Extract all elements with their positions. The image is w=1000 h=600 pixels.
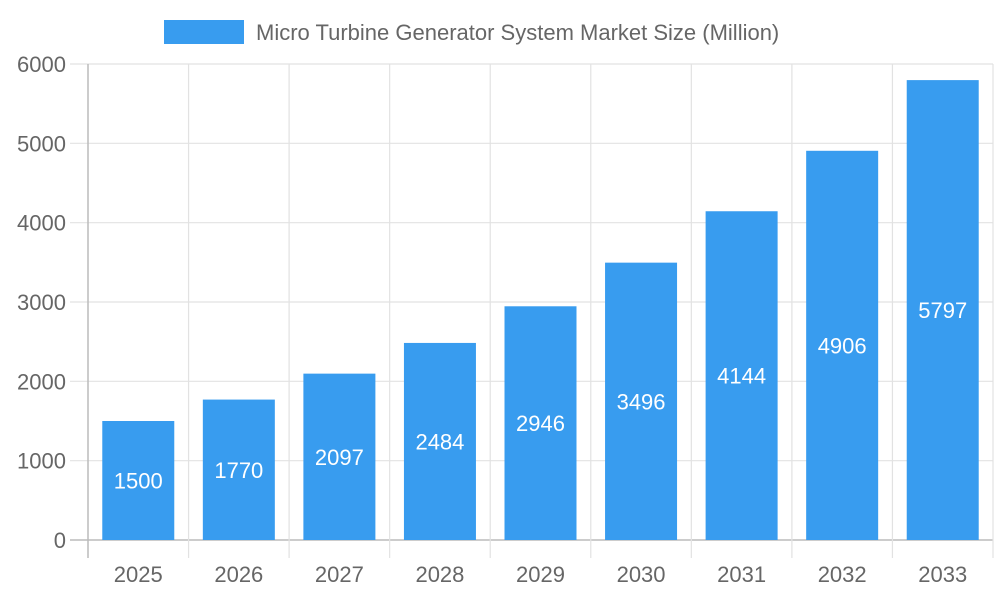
- bars: [102, 80, 979, 541]
- bar-2025: [102, 421, 175, 540]
- x-tick-label: 2025: [114, 562, 163, 587]
- bar-2028: [403, 342, 476, 540]
- data-label: 2097: [315, 445, 364, 470]
- y-tick-label: 5000: [17, 131, 66, 156]
- y-tick-label: 4000: [17, 211, 66, 236]
- legend-swatch: [164, 20, 244, 44]
- x-tick-label: 2033: [918, 562, 967, 587]
- data-label: 1500: [114, 469, 163, 494]
- data-label: 2484: [415, 429, 464, 454]
- bar-2032: [806, 150, 879, 541]
- y-tick-label: 3000: [17, 290, 66, 315]
- data-label: 5797: [918, 298, 967, 323]
- y-tick-label: 1000: [17, 449, 66, 474]
- data-label: 1770: [214, 458, 263, 483]
- data-label: 4906: [818, 333, 867, 358]
- legend-label: Micro Turbine Generator System Market Si…: [256, 20, 779, 45]
- x-tick-label: 2032: [818, 562, 867, 587]
- data-label: 4144: [717, 364, 766, 389]
- x-tick-label: 2026: [214, 562, 263, 587]
- axes: 0 1000 2000 3000 4000 5000 6000 2025 2026 2027 202…: [17, 52, 967, 587]
- bar-2030: [605, 262, 678, 540]
- data-label: 2946: [516, 411, 565, 436]
- bar-2026: [202, 399, 275, 540]
- x-tick-label: 2031: [717, 562, 766, 587]
- y-tick-label: 0: [54, 528, 66, 553]
- x-tick-label: 2027: [315, 562, 364, 587]
- x-tick-label: 2029: [516, 562, 565, 587]
- y-tick-label: 2000: [17, 369, 66, 394]
- legend[interactable]: Micro Turbine Generator System Market Si…: [164, 20, 779, 45]
- bar-2027: [303, 373, 376, 540]
- data-label: 3496: [617, 389, 666, 414]
- bar-2033: [906, 80, 979, 540]
- y-tick-label: 6000: [17, 52, 66, 77]
- grid: [70, 63, 994, 558]
- data-labels: 1500 1770 2097 2484 2946 3496 4144 4906 5797: [114, 298, 967, 493]
- bar-2029: [504, 306, 577, 540]
- x-tick-label: 2030: [617, 562, 666, 587]
- bar-2031: [705, 211, 778, 540]
- x-tick-label: 2028: [415, 562, 464, 587]
